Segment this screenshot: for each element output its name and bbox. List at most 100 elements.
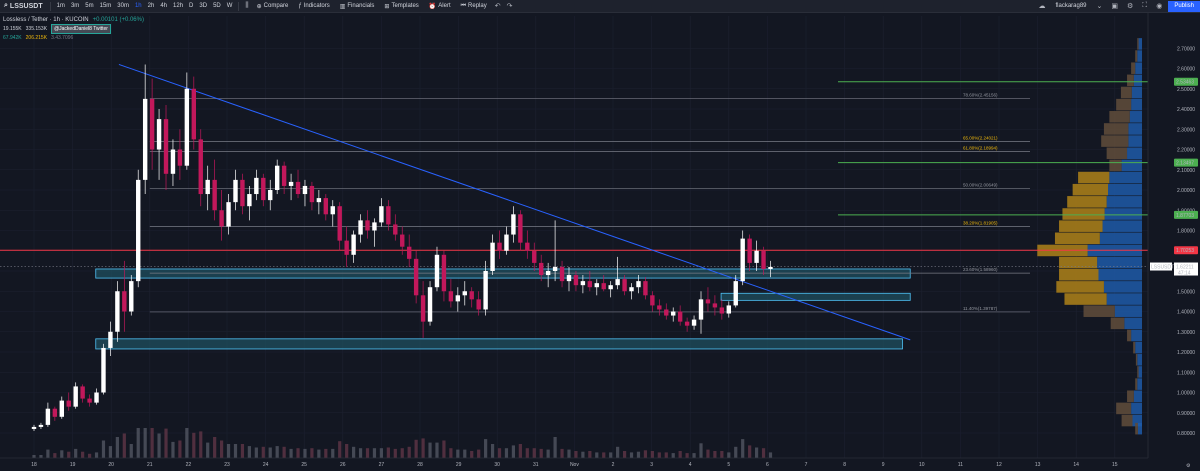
volume-bar [331, 448, 335, 458]
cloud-icon[interactable]: ☁ [1038, 3, 1046, 10]
layout-icon[interactable]: ▣ [1111, 3, 1119, 10]
symbol-search-button[interactable]: ⌕ LSSUSDT [0, 2, 47, 10]
time-axis-tick: 10 [919, 462, 925, 468]
toolbar-divider [49, 1, 51, 11]
candle-body [205, 179, 210, 195]
interval-12h[interactable]: 12h [173, 3, 184, 9]
candle-body [636, 281, 641, 288]
candle-body [372, 222, 377, 231]
note-tag[interactable]: @JackedDaniel8 Twitter [51, 24, 111, 34]
redo-icon[interactable]: ↷ [506, 3, 513, 10]
volume-bar [761, 448, 766, 458]
time-axis-tick: 7 [805, 462, 808, 468]
candle-body [747, 238, 752, 263]
candle-body [212, 179, 217, 211]
price-badge [1174, 246, 1198, 255]
candle-body [129, 281, 134, 312]
interval-1m[interactable]: 1m [56, 3, 65, 9]
interval-4h[interactable]: 4h [160, 3, 168, 9]
candle-style-icon[interactable]: ⫼ [245, 2, 249, 9]
volume-bar [94, 452, 99, 458]
replay-label: Replay [468, 3, 487, 9]
alert-button[interactable]: ⏰ Alert [424, 3, 456, 10]
financials-button[interactable]: ▥ Financials [335, 3, 380, 10]
volume-bar [546, 449, 550, 458]
volume-bar [525, 448, 529, 458]
templates-button[interactable]: ⊞ Templates [379, 3, 423, 10]
templates-icon: ⊞ [384, 3, 390, 10]
interval-3m[interactable]: 3m [70, 3, 80, 9]
chevron-down-icon[interactable]: ⌄ [1096, 3, 1103, 10]
volume-bar [609, 452, 613, 458]
financials-icon: ▥ [339, 3, 346, 10]
settings-icon[interactable]: ⚙ [1127, 3, 1134, 10]
candle-body [469, 291, 474, 300]
volume-bar [122, 433, 126, 458]
publish-button[interactable]: Publish [1168, 0, 1200, 12]
fib-level-label: 65.00%(2.24021) [963, 135, 998, 140]
interval-5d[interactable]: 5D [213, 3, 221, 9]
price-change: +0.00101 (+0.06%) [92, 17, 144, 23]
time-axis-tick: 14 [1073, 462, 1079, 468]
price-axis-bg [1148, 13, 1200, 471]
price-badge [1174, 77, 1198, 86]
candle-body [198, 139, 203, 195]
candle-body [142, 98, 148, 180]
price-axis-tick: 2.20000 [1177, 148, 1195, 154]
price-chart[interactable]: 78.60%(2.45156) 65.00%(2.24021) 61.80%(2.1… [0, 13, 1200, 471]
volume-profile-bar-buy [1121, 159, 1142, 172]
indicators-button[interactable]: ƒ Indicators [293, 3, 334, 9]
replay-button[interactable]: ⏮ Replay [456, 3, 492, 10]
volume-bar [734, 446, 738, 458]
interval-30m[interactable]: 30m [117, 3, 129, 9]
candle-body [622, 279, 627, 292]
time-axis-tick: 2 [612, 462, 615, 468]
volume-profile-bar-buy [1097, 256, 1142, 269]
compare-button[interactable]: ⊕ Compare [252, 3, 294, 10]
volume-profile-bar-buy [1133, 390, 1142, 403]
interval-w[interactable]: W [226, 3, 233, 9]
interval-1h[interactable]: 1h [134, 3, 142, 9]
interval-5m[interactable]: 5m [85, 3, 94, 9]
price-axis-tick: 1.80000 [1177, 229, 1195, 235]
volume-profile-bar-buy [1135, 62, 1142, 74]
interval-3d[interactable]: 3D [199, 3, 208, 9]
undo-icon[interactable]: ↶ [494, 3, 501, 10]
volume-bar [643, 450, 648, 458]
current-price-symbol: LSSUSDT [1151, 265, 1174, 271]
interval-d[interactable]: D [189, 3, 194, 9]
volume-bar [477, 449, 481, 458]
volume-bar [74, 448, 78, 458]
interval-2h[interactable]: 2h [147, 3, 155, 9]
candle-body [337, 206, 342, 241]
candle-body [573, 275, 579, 286]
volume-bar [143, 428, 147, 458]
volume-profile-bar-buy [1138, 366, 1142, 378]
chart-legend: Lossless / Tether · 1h · KUCOIN +0.00101… [3, 16, 144, 42]
candle-body [177, 149, 183, 166]
chart-background [0, 13, 1200, 471]
volume-bar [150, 428, 154, 458]
volume-bar [768, 452, 773, 458]
time-axis-tick: 21 [147, 462, 153, 468]
fullscreen-icon[interactable]: ⛶ [1142, 2, 1148, 9]
candle-body [740, 238, 745, 282]
candle-body [386, 206, 391, 225]
templates-label: Templates [391, 3, 419, 9]
volume-bar [164, 428, 168, 458]
support-zone [720, 292, 911, 301]
volume-bar [678, 451, 682, 458]
volume-bar [226, 444, 231, 458]
username-label[interactable]: flackarag89 [1055, 3, 1087, 9]
axis-settings-icon[interactable]: ⚙ [1186, 463, 1191, 469]
volume-bar [206, 442, 210, 458]
candle-body [518, 214, 523, 243]
candle-body [413, 258, 419, 296]
volume-bar [463, 449, 467, 458]
camera-icon[interactable]: ◉ [1156, 3, 1163, 10]
candle-body [309, 185, 315, 203]
volume-bar [81, 451, 85, 458]
interval-15m[interactable]: 15m [99, 3, 112, 9]
volume-profile-bar-sell [1120, 86, 1132, 99]
candle-body [400, 234, 405, 247]
